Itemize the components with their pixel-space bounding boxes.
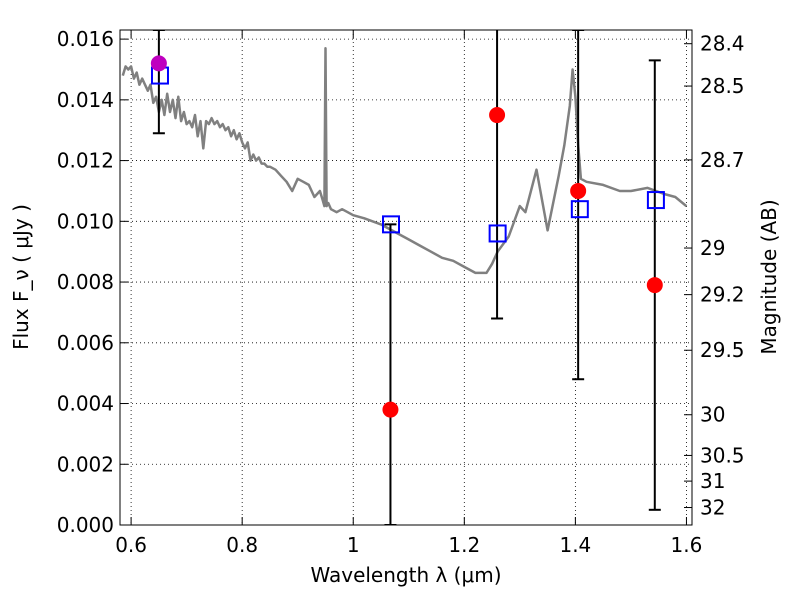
- y-tick-label: 0.002: [57, 452, 114, 476]
- observed-point-circle: [489, 107, 506, 124]
- x-tick-label: 1: [347, 533, 360, 557]
- y-tick-label: 0.016: [57, 27, 114, 51]
- y-tick-label: 0.006: [57, 331, 114, 355]
- observed-point-circle: [382, 401, 399, 418]
- x-tick-label: 1.6: [671, 533, 703, 557]
- mag-tick-label: 32: [700, 496, 725, 520]
- y-tick-label: 0.000: [57, 513, 114, 537]
- axis-ticks: 0.6 0.8 1 1.2 1.4 1.6 0.000 0.002 0.004 0.006 0.00…: [57, 27, 745, 557]
- mag-tick-label: 28.4: [700, 32, 745, 56]
- gridlines: [120, 30, 692, 526]
- y-tick-label: 0.004: [57, 392, 114, 416]
- x-tick-label: 1.4: [559, 533, 591, 557]
- model-point-square: [570, 200, 589, 219]
- plot-frame: [119, 29, 693, 526]
- mag-tick-label: 31: [700, 469, 725, 493]
- mag-tick-label: 28.7: [700, 148, 745, 172]
- mag-tick-label: 28.5: [700, 74, 745, 98]
- mag-tick-label: 30: [700, 403, 725, 427]
- mag-tick-label: 30.5: [700, 443, 745, 467]
- x-tick-label: 1.2: [448, 533, 480, 557]
- y-tick-label: 0.014: [57, 88, 114, 112]
- observed-point-circle: [570, 182, 587, 199]
- y-tick-label: 0.012: [57, 149, 114, 173]
- mag-tick-label: 29.2: [700, 283, 745, 307]
- y-tick-label: 0.008: [57, 270, 114, 294]
- observed-point-circle: [150, 55, 167, 72]
- mag-tick-label: 29: [700, 236, 725, 260]
- y-axis-label: Flux F_ν ( μJy ): [9, 204, 33, 350]
- x-axis-label: Wavelength λ (μm): [310, 563, 501, 587]
- x-tick-label: 0.8: [226, 533, 258, 557]
- y-right-axis-label: Magnitude (AB): [757, 199, 781, 354]
- spectrum-line: [121, 46, 688, 275]
- y-tick-label: 0.010: [57, 209, 114, 233]
- mag-tick-label: 29.5: [700, 338, 745, 362]
- series-layer: [121, 30, 688, 525]
- x-tick-label: 0.6: [115, 533, 147, 557]
- model-point-square: [646, 191, 665, 210]
- observed-point-circle: [646, 277, 663, 294]
- model-point-square: [488, 224, 507, 243]
- model-point-square: [382, 215, 401, 234]
